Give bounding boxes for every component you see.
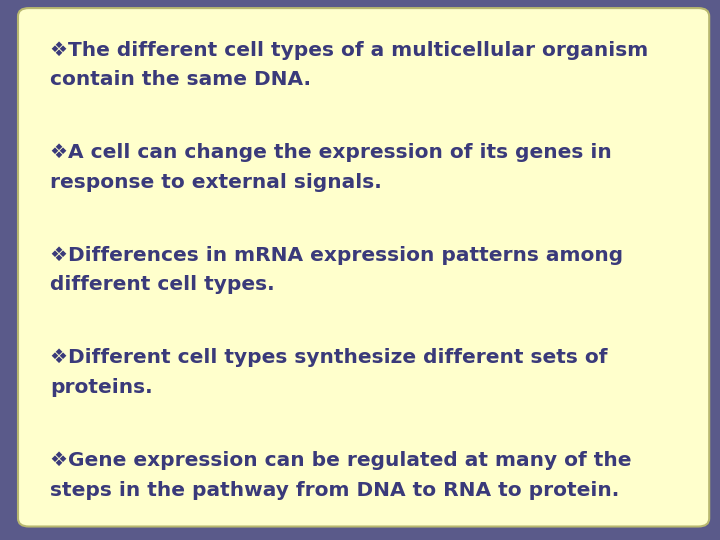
Text: ❖The different cell types of a multicellular organism: ❖The different cell types of a multicell… xyxy=(50,40,649,59)
Text: response to external signals.: response to external signals. xyxy=(50,173,382,192)
Text: different cell types.: different cell types. xyxy=(50,275,275,294)
Text: ❖A cell can change the expression of its genes in: ❖A cell can change the expression of its… xyxy=(50,143,612,162)
FancyBboxPatch shape xyxy=(18,8,709,526)
Text: contain the same DNA.: contain the same DNA. xyxy=(50,70,311,89)
Text: ❖Differences in mRNA expression patterns among: ❖Differences in mRNA expression patterns… xyxy=(50,246,624,265)
Text: proteins.: proteins. xyxy=(50,378,153,397)
Text: ❖Different cell types synthesize different sets of: ❖Different cell types synthesize differe… xyxy=(50,348,608,367)
Text: steps in the pathway from DNA to RNA to protein.: steps in the pathway from DNA to RNA to … xyxy=(50,481,620,500)
Text: ❖Gene expression can be regulated at many of the: ❖Gene expression can be regulated at man… xyxy=(50,451,632,470)
